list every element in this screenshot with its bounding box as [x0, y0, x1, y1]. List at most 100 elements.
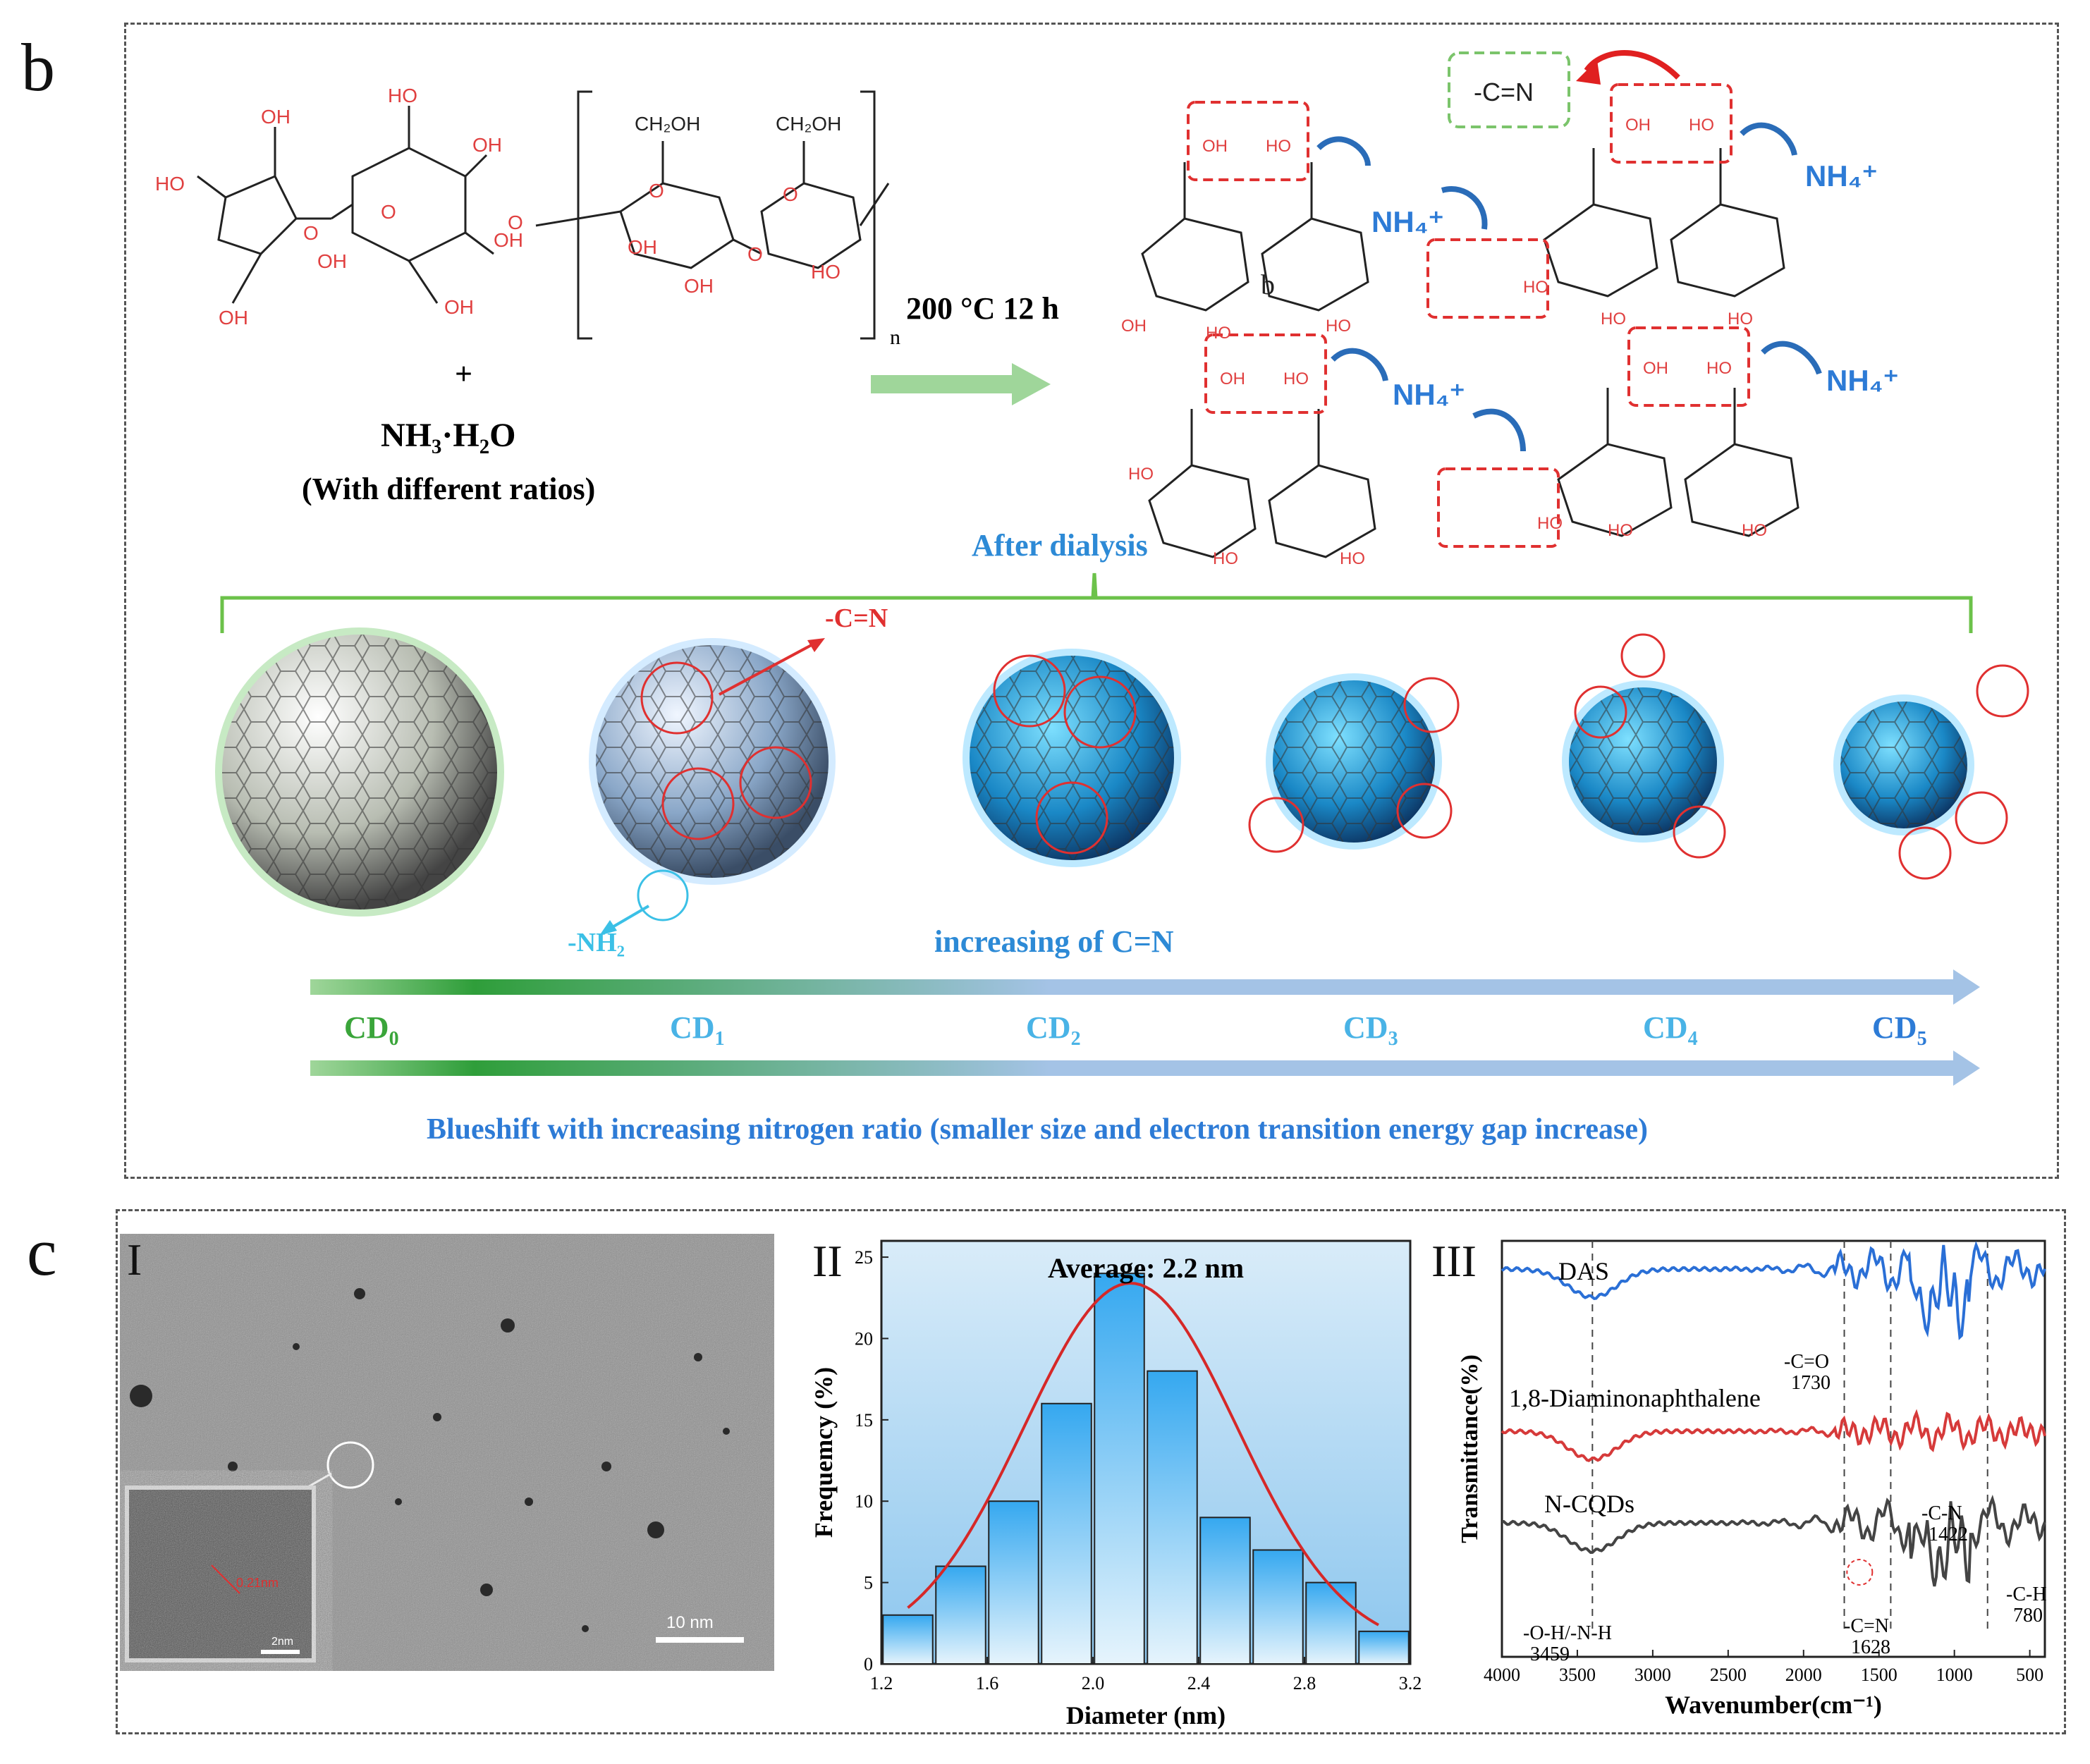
panel-b-frame	[124, 23, 2059, 1179]
ftir-series-dan	[1501, 1409, 2046, 1462]
x-tick-label: 4000	[1484, 1665, 1520, 1685]
x-tick-label: 2500	[1710, 1665, 1747, 1685]
hist-title: Average: 2.2 nm	[1048, 1252, 1244, 1284]
tem-texture	[120, 1234, 774, 1671]
ftir-annotation-value: 780	[2013, 1605, 2043, 1627]
ftir-annotation-value: 3459	[1530, 1643, 1570, 1665]
histogram-chart: 1.2 1.6 2.0 2.4 2.8 3.2 0 5 10 15 20 25 Average: 2.2…	[809, 1239, 1422, 1729]
svg-text:OH: OH	[1643, 359, 1668, 378]
gradient-arrow-2	[310, 1051, 1980, 1086]
hist-xlabel: Diameter (nm)	[1066, 1701, 1226, 1729]
svg-text:HO: HO	[1326, 317, 1351, 336]
x-tick-label: 2000	[1785, 1665, 1822, 1685]
dialysis-bracket	[220, 572, 1973, 633]
ftir-annotation-value: 1422	[1929, 1524, 1968, 1545]
tem-inset-spacing: 0.21nm	[236, 1576, 279, 1590]
cd0-label: CD0	[344, 1010, 399, 1050]
gradient-arrow-1	[310, 969, 1980, 1005]
ftir-annotation: -O-H/-N-H	[1523, 1622, 1612, 1644]
hist-bar	[1094, 1273, 1145, 1665]
hist-roman: II	[812, 1236, 843, 1286]
svg-text:HO: HO	[1266, 137, 1291, 156]
cn-pointer-label: -C=N	[825, 604, 888, 633]
svg-text:OH: OH	[219, 307, 248, 329]
ftir-chart: 4000 3500 3000 2500 2000 1500 1000 500 Wavenumbe…	[1457, 1239, 2047, 1719]
ratio-note: (With different ratios)	[302, 472, 596, 506]
svg-text:O: O	[303, 222, 319, 244]
y-tick-label: 5	[864, 1573, 873, 1593]
cd2-label: CD2	[1026, 1010, 1081, 1050]
svg-text:HO: HO	[1728, 310, 1753, 329]
svg-text:O: O	[508, 212, 523, 233]
tem-scale-label: 10 nm	[666, 1613, 714, 1632]
tem-roman: I	[127, 1235, 142, 1285]
x-tick-label: 500	[2016, 1665, 2043, 1685]
svg-text:HO: HO	[1283, 369, 1309, 388]
ftir-annotation-value: 1628	[1851, 1636, 1890, 1658]
svg-text:OH: OH	[494, 229, 523, 251]
panel-c-frame	[116, 1209, 2066, 1734]
svg-text:OH: OH	[472, 134, 502, 156]
y-tick-label: 10	[855, 1491, 873, 1512]
x-tick-label: 3500	[1559, 1665, 1596, 1685]
svg-text:HO: HO	[1128, 465, 1154, 484]
ftir-ylabel: Transmittance(%)	[1457, 1354, 1483, 1543]
svg-text:O: O	[783, 183, 798, 205]
hist-bar	[1147, 1370, 1198, 1665]
svg-text:HO: HO	[1206, 324, 1231, 343]
hist-bar	[935, 1565, 986, 1665]
tem-image	[120, 1234, 774, 1671]
ftir-annotation: -C=O	[1784, 1351, 1829, 1373]
x-tick-label: 1500	[1861, 1665, 1898, 1685]
svg-text:HO: HO	[1689, 116, 1714, 135]
svg-text:OH: OH	[261, 106, 291, 128]
hist-bar	[1305, 1581, 1357, 1665]
nh4-label-3: NH₄⁺	[1393, 378, 1465, 411]
hist-bar	[988, 1500, 1039, 1665]
svg-text:OH: OH	[684, 275, 714, 297]
ftir-series-das	[1501, 1241, 2046, 1340]
gaussian-fit-curve	[907, 1281, 1379, 1627]
svg-text:OH: OH	[1202, 137, 1228, 156]
svg-text:OH: OH	[628, 236, 657, 258]
ftir-annotation: -C-H	[2006, 1584, 2047, 1605]
reaction-arrow	[871, 363, 1051, 405]
ftir-xlabel: Wavenumber(cm⁻¹)	[1665, 1691, 1882, 1719]
tem-inset-scale: 2nm	[271, 1636, 294, 1648]
svg-text:HO: HO	[1608, 521, 1633, 540]
hist-bar	[1041, 1402, 1092, 1665]
ftir-series-label: DAS	[1558, 1257, 1609, 1285]
svg-text:HO: HO	[155, 173, 185, 195]
blueshift-caption: Blueshift with increasing nitrogen ratio…	[427, 1113, 1648, 1146]
svg-text:OH: OH	[317, 250, 347, 272]
svg-text:O: O	[649, 180, 664, 202]
hist-bar	[1199, 1517, 1251, 1665]
svg-text:OH: OH	[1121, 317, 1147, 336]
svg-text:HO: HO	[1601, 310, 1626, 329]
hist-bar	[1252, 1549, 1304, 1665]
svg-text:HO: HO	[388, 85, 417, 106]
after-dialysis-label: After dialysis	[972, 528, 1148, 563]
hist-ylabel: Frequemcy (%)	[809, 1367, 838, 1538]
nh2-pointer-label: -NH₂	[568, 928, 625, 957]
panel-b-letter: b	[21, 30, 55, 105]
x-tick-label: 2.8	[1293, 1673, 1316, 1693]
x-tick-label: 2.0	[1082, 1673, 1105, 1693]
cd1-label: CD1	[670, 1010, 725, 1050]
y-tick-label: 20	[855, 1328, 873, 1349]
svg-text:HO: HO	[1742, 521, 1767, 540]
ftir-roman: III	[1431, 1236, 1477, 1286]
ftir-series-label: N-CQDs	[1544, 1490, 1634, 1518]
panel-c-letter: c	[27, 1214, 57, 1290]
svg-text:HO: HO	[1523, 278, 1548, 297]
nh4-label-1: NH₄⁺	[1371, 205, 1444, 238]
cd4-label: CD4	[1643, 1010, 1698, 1050]
cn-peak-marker	[1846, 1559, 1874, 1586]
x-tick-label: 2.4	[1187, 1673, 1211, 1693]
svg-text:OH: OH	[444, 296, 474, 318]
carbon-dots-row	[215, 627, 2029, 936]
y-tick-label: 0	[864, 1654, 873, 1674]
svg-text:HO: HO	[811, 261, 841, 283]
increasing-cn-label: increasing of C=N	[934, 924, 1174, 959]
reaction-n: n	[890, 326, 900, 349]
